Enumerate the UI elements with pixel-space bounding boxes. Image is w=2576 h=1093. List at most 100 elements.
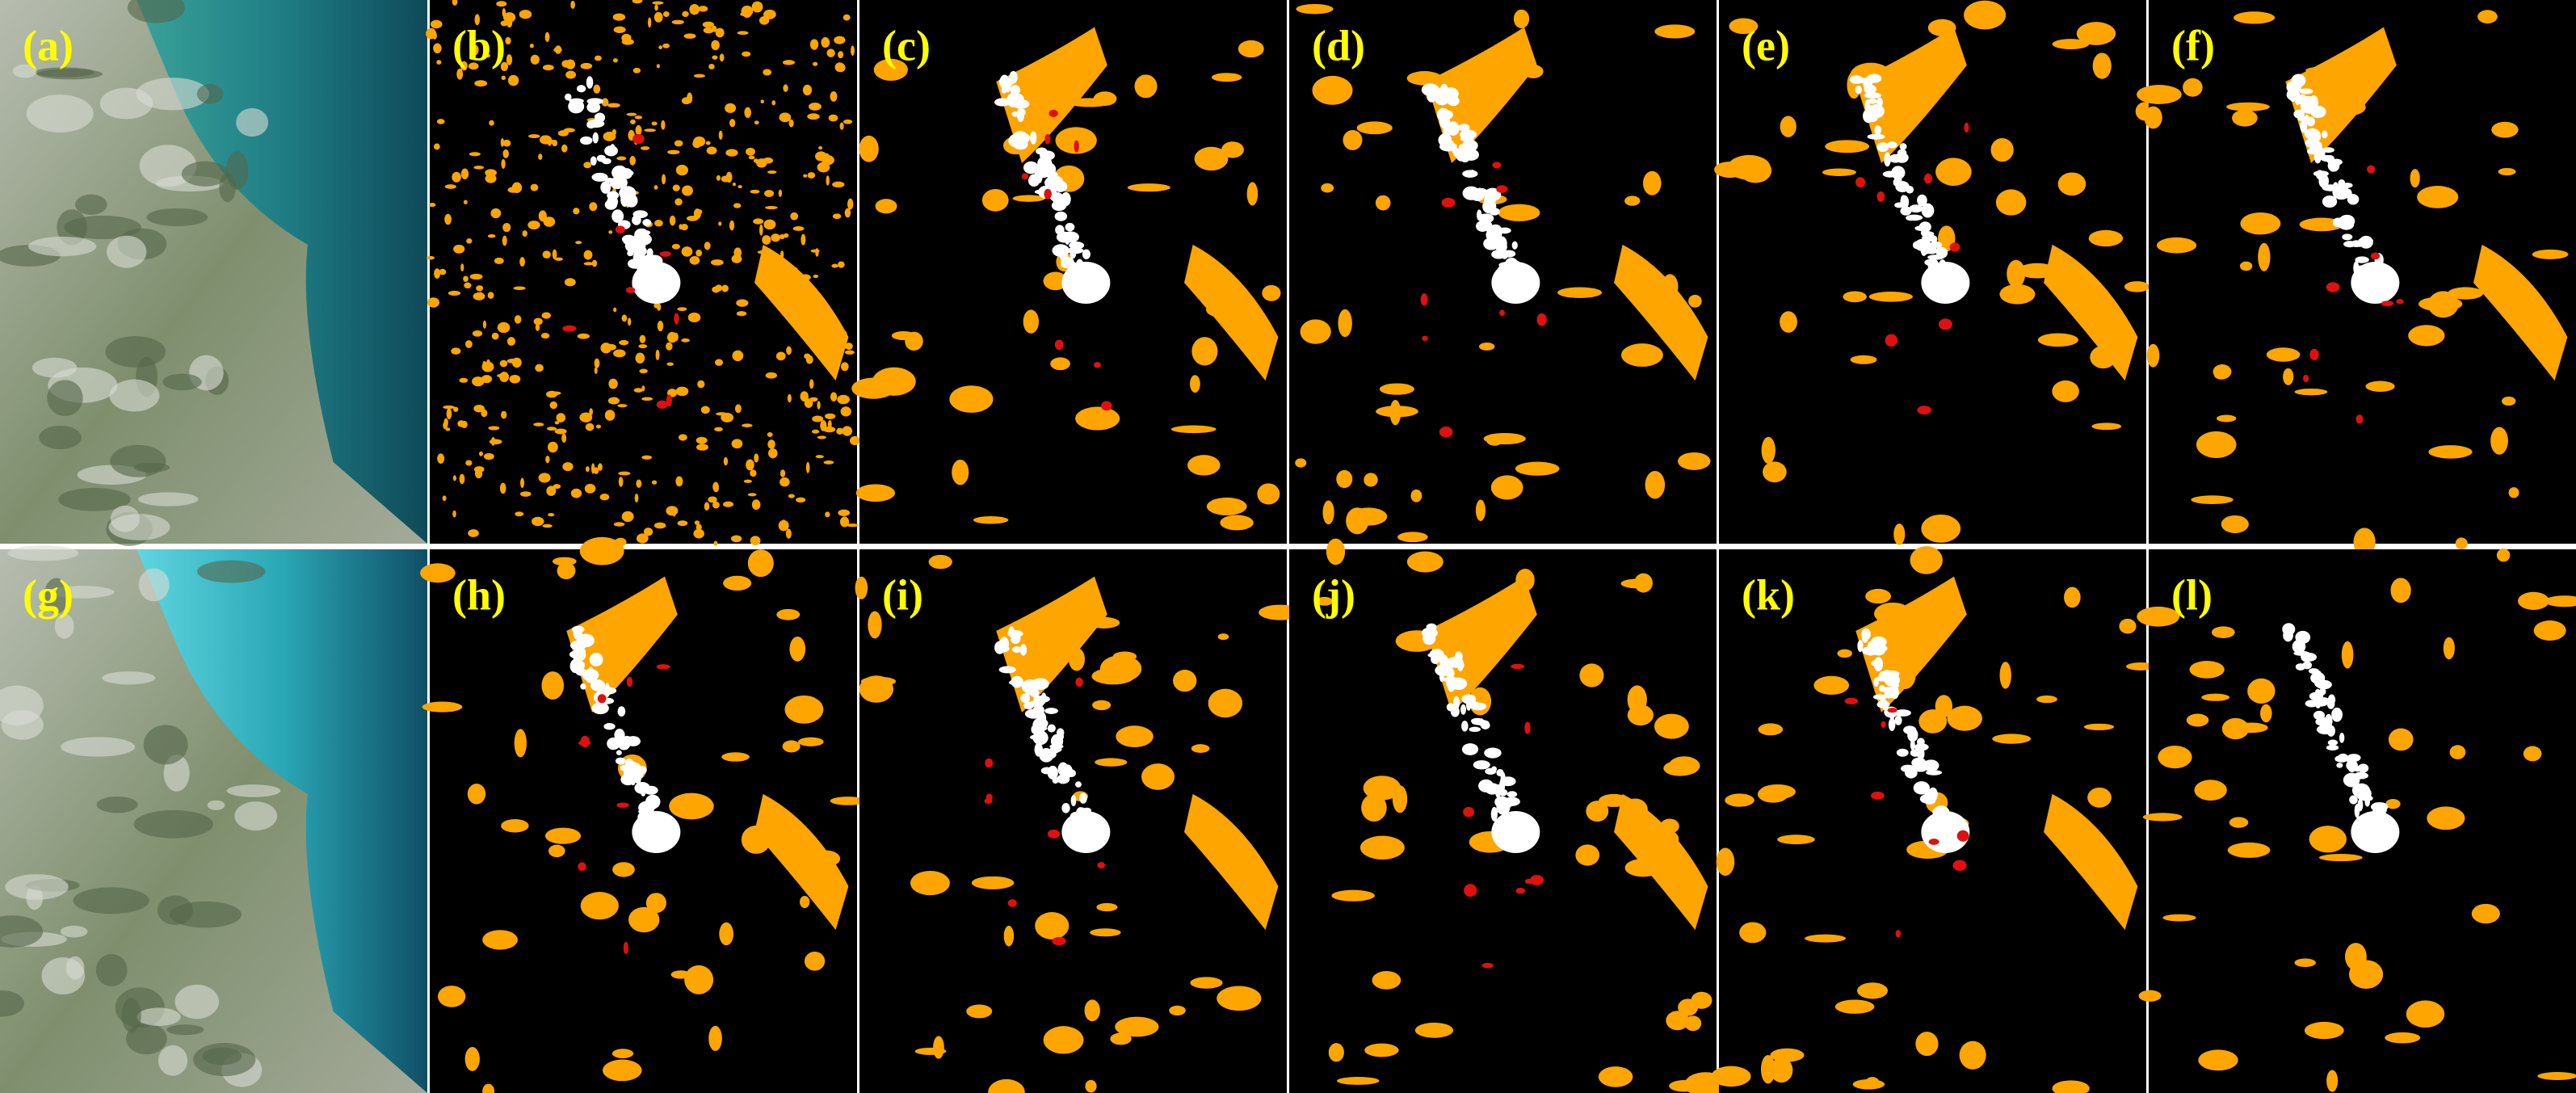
change-orange [621, 314, 628, 322]
change-orange [599, 494, 610, 501]
change-orange [505, 36, 511, 45]
change-orange [706, 146, 717, 155]
change-white [1888, 717, 1896, 731]
change-orange [464, 282, 472, 289]
change-orange [778, 189, 783, 197]
change-red [1870, 792, 1885, 800]
change-orange [490, 208, 502, 219]
change-orange [2523, 746, 2542, 762]
change-orange [1295, 458, 1307, 468]
change-orange [1579, 663, 1604, 687]
change-orange [594, 367, 598, 374]
change-orange [636, 533, 649, 544]
change-white [1064, 232, 1070, 245]
change-orange [502, 223, 511, 233]
change-white [1070, 795, 1077, 807]
change-white [2301, 651, 2313, 662]
change-orange [1127, 183, 1170, 192]
change-orange [2260, 704, 2272, 723]
change-orange [597, 463, 603, 471]
change-red [1844, 697, 1859, 704]
change-red [1464, 884, 1477, 898]
change-orange [2037, 333, 2078, 347]
change-red [625, 287, 636, 293]
change-orange [662, 11, 670, 18]
change-orange [808, 103, 822, 111]
change-white [2325, 713, 2333, 728]
change-orange [844, 350, 855, 355]
change-orange [444, 213, 452, 225]
change-orange [557, 562, 576, 580]
change-orange [803, 174, 808, 178]
change-white [1461, 721, 1469, 732]
change-orange [1586, 801, 1609, 822]
change-orange [601, 98, 609, 107]
change-orange [785, 528, 792, 539]
change-orange [711, 40, 720, 51]
change-red [1964, 122, 1969, 133]
change-orange [830, 797, 866, 805]
change-orange [2119, 618, 2137, 634]
change-orange [721, 752, 750, 762]
change-white [1873, 657, 1884, 672]
change-orange [683, 33, 696, 39]
change-white [2338, 753, 2348, 762]
change-orange [473, 466, 485, 473]
change-orange [2125, 662, 2155, 671]
terrain-patch [137, 1007, 181, 1027]
change-orange [689, 256, 700, 265]
change-orange [687, 92, 693, 103]
change-orange [1688, 294, 1702, 308]
change-orange [2491, 121, 2519, 138]
change-red [1094, 362, 1101, 368]
change-orange [1356, 121, 1393, 135]
change-white [2336, 763, 2343, 768]
change-white [615, 757, 626, 765]
change-red [1101, 401, 1112, 411]
change-white [1491, 766, 1498, 772]
change-orange [1825, 140, 1870, 153]
terrain-patch [158, 1045, 188, 1076]
change-white [1069, 247, 1077, 259]
change-orange [1379, 383, 1414, 395]
change-orange [500, 137, 505, 147]
change-white-core [1061, 261, 1111, 304]
change-orange [489, 120, 494, 126]
change-orange [2318, 854, 2363, 862]
change-orange [1035, 912, 1069, 940]
change-orange [608, 378, 618, 389]
change-orange [651, 480, 658, 485]
change-orange [2124, 281, 2150, 292]
change-orange [500, 61, 509, 72]
change-orange [472, 376, 485, 387]
change-orange [855, 484, 895, 502]
change-orange [2158, 746, 2192, 769]
change-white [1059, 251, 1069, 261]
change-orange [838, 261, 845, 268]
change-orange [1134, 74, 1158, 99]
change-orange [725, 103, 737, 113]
change-white [568, 99, 585, 114]
change-orange [677, 520, 688, 527]
change-orange [619, 339, 629, 346]
change-orange [467, 784, 486, 805]
change-white [634, 229, 651, 236]
change-orange [420, 563, 456, 583]
change-white [1032, 692, 1039, 698]
change-white [586, 98, 603, 105]
change-orange [675, 476, 683, 487]
change-orange [1012, 195, 1045, 202]
change-white [1896, 748, 1909, 757]
change-red [580, 735, 590, 748]
terrain-patch [162, 373, 202, 391]
change-white [1079, 792, 1087, 804]
change-white [1009, 70, 1018, 84]
change-orange [2239, 261, 2253, 271]
change-orange [775, 351, 786, 361]
change-orange [981, 189, 1009, 212]
change-orange [733, 247, 742, 258]
change-orange [482, 320, 487, 329]
change-orange [1246, 182, 1259, 206]
change-orange [444, 184, 456, 189]
change-orange [671, 243, 681, 250]
